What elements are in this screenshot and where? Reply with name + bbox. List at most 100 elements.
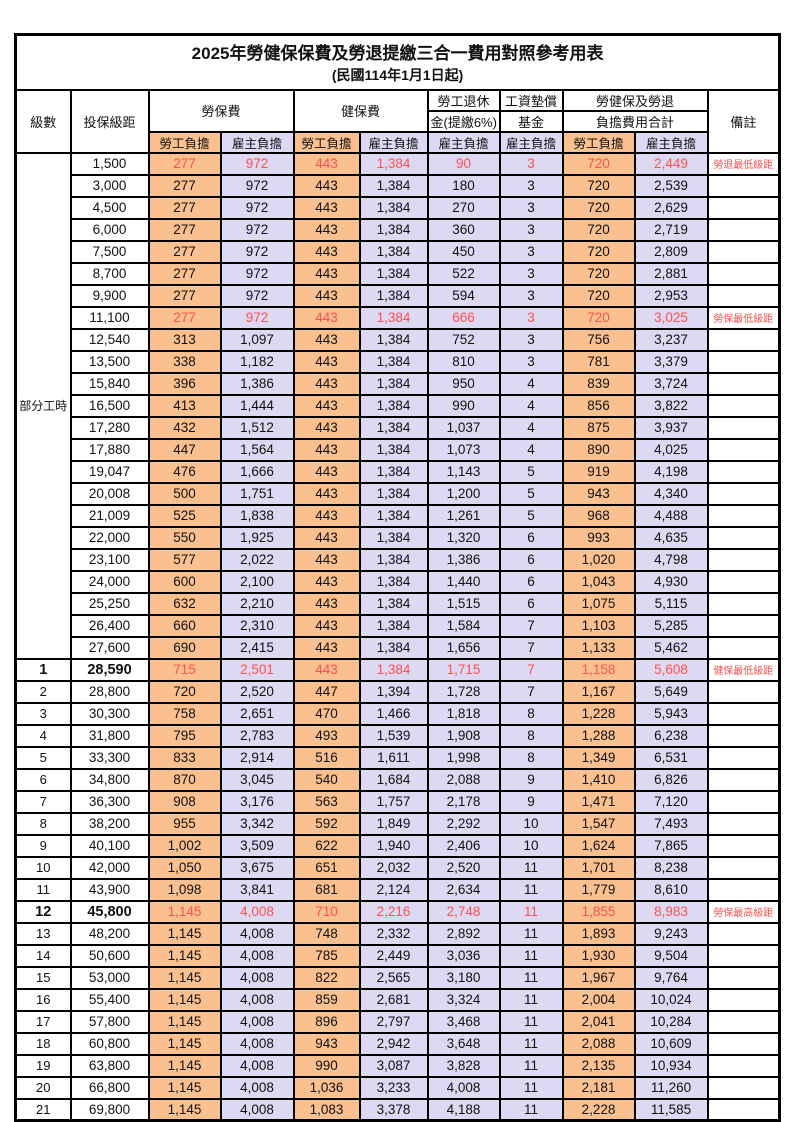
cell-arrears-employer: 11 [498,943,564,968]
cell-remark [706,283,781,308]
cell-labor-employee: 277 [147,283,222,308]
cell-remark [706,1097,781,1122]
cell-total-employer: 4,340 [633,481,709,506]
cell-health-employer: 1,466 [358,701,429,726]
table-row: 4 31,800 795 2,783 493 1,539 1,908 8 1,288 6,238 [14,723,781,748]
cell-pension-employer: 666 [426,305,501,330]
cell-remark [706,789,781,814]
cell-health-employee: 443 [292,657,361,682]
cell-pension-employer: 2,178 [426,789,501,814]
cell-remark [706,833,781,858]
table-row: 16,500 413 1,444 443 1,384 990 4 856 3,822 [16,393,781,418]
cell-total-employee: 1,855 [561,899,636,924]
cell-labor-employee: 795 [147,723,222,748]
cell-level: 11 [14,877,72,902]
cell-bracket: 21,009 [69,503,150,528]
cell-total-employer: 3,237 [633,327,709,352]
cell-health-employee: 859 [292,987,361,1012]
cell-labor-employee: 277 [147,239,222,264]
cell-pension-employer: 180 [426,173,501,198]
cell-bracket: 28,800 [69,679,150,704]
cell-labor-employee: 600 [147,569,222,594]
cell-pension-employer: 1,261 [426,503,501,528]
cell-total-employee: 2,181 [561,1075,636,1100]
cell-health-employee: 822 [292,965,361,990]
cell-total-employer: 2,539 [633,173,709,198]
cell-bracket: 19,047 [69,459,150,484]
cell-arrears-employer: 3 [498,261,564,286]
subheader-total-employee: 勞工負擔 [561,130,636,154]
cell-health-employer: 1,384 [358,195,429,220]
part-time-label: 部分工時 [14,151,72,660]
cell-labor-employee: 1,145 [147,921,222,946]
cell-arrears-employer: 10 [498,811,564,836]
cell-labor-employer: 972 [219,151,295,176]
cell-bracket: 27,600 [69,635,150,660]
cell-pension-employer: 90 [426,151,501,176]
cell-arrears-employer: 11 [498,921,564,946]
cell-total-employee: 1,967 [561,965,636,990]
cell-pension-employer: 1,584 [426,613,501,638]
table-row: 1 28,590 715 2,501 443 1,384 1,715 7 1,158 5,608 健… [14,657,781,682]
cell-labor-employee: 720 [147,679,222,704]
cell-labor-employee: 277 [147,305,222,330]
cell-arrears-employer: 11 [498,1031,564,1056]
cell-labor-employee: 277 [147,151,222,176]
table-row: 15 53,000 1,145 4,008 822 2,565 3,180 11 1,967 9,… [14,965,781,990]
cell-bracket: 16,500 [69,393,150,418]
cell-total-employer: 3,724 [633,371,709,396]
table-row: 7 36,300 908 3,176 563 1,757 2,178 9 1,471 7,120 [14,789,781,814]
cell-remark: 勞保最高級距 [706,899,781,924]
cell-arrears-employer: 3 [498,151,564,176]
cell-health-employer: 1,384 [358,261,429,286]
cell-health-employee: 447 [292,679,361,704]
cell-arrears-employer: 7 [498,679,564,704]
cell-health-employee: 443 [292,635,361,660]
cell-bracket: 50,600 [69,943,150,968]
table-row: 16 55,400 1,145 4,008 859 2,681 3,324 11 2,004 10… [14,987,781,1012]
cell-health-employer: 1,384 [358,283,429,308]
cell-remark [706,261,781,286]
cell-total-employer: 8,983 [633,899,709,924]
cell-remark [706,1009,781,1034]
cell-health-employer: 2,942 [358,1031,429,1056]
cell-labor-employer: 2,415 [219,635,295,660]
cell-health-employer: 1,384 [358,151,429,176]
cell-labor-employee: 955 [147,811,222,836]
cell-labor-employer: 2,520 [219,679,295,704]
cell-health-employer: 1,539 [358,723,429,748]
cell-level: 18 [14,1031,72,1056]
cell-total-employee: 1,349 [561,745,636,770]
cell-remark [706,745,781,770]
cell-remark [706,811,781,836]
cell-pension-employer: 2,292 [426,811,501,836]
cell-total-employer: 7,865 [633,833,709,858]
cell-remark [706,1075,781,1100]
cell-bracket: 28,590 [69,657,150,682]
cell-total-employee: 720 [561,173,636,198]
cell-bracket: 13,500 [69,349,150,374]
cell-total-employer: 10,284 [633,1009,709,1034]
cell-health-employer: 1,384 [358,503,429,528]
cell-bracket: 48,200 [69,921,150,946]
table-row: 20,008 500 1,751 443 1,384 1,200 5 943 4,340 [16,481,781,506]
cell-level: 20 [14,1075,72,1100]
cell-total-employer: 4,635 [633,525,709,550]
col-header-arrears-line2: 基金 [498,109,564,133]
cell-health-employer: 1,384 [358,173,429,198]
cell-bracket: 63,800 [69,1053,150,1078]
col-header-total-line1: 勞健保及勞退 [561,88,709,112]
cell-health-employee: 443 [292,437,361,462]
cell-total-employer: 8,610 [633,877,709,902]
cell-labor-employer: 3,675 [219,855,295,880]
cell-total-employee: 1,167 [561,679,636,704]
cell-health-employee: 443 [292,591,361,616]
col-header-health-insurance: 健保費 [292,88,429,133]
cell-total-employee: 720 [561,305,636,330]
cell-pension-employer: 950 [426,371,501,396]
cell-arrears-employer: 3 [498,349,564,374]
cell-total-employer: 5,608 [633,657,709,682]
cell-health-employer: 1,384 [358,459,429,484]
cell-labor-employer: 1,386 [219,371,295,396]
